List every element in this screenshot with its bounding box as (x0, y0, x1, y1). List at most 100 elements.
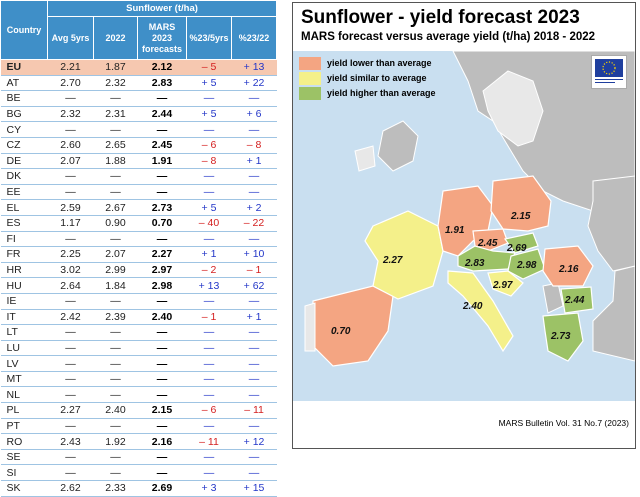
cell-2022: 1.92 (93, 433, 138, 450)
cell-pct-5yrs: + 5 (186, 106, 232, 123)
cell-avg: 1.17 (47, 215, 94, 232)
country-fr (364, 210, 444, 300)
legend-swatch-lower (299, 57, 321, 70)
cell-avg: — (47, 355, 94, 372)
cell-avg: — (47, 449, 94, 466)
cell-mars: 2.97 (137, 262, 187, 279)
cell-country: EU (0, 59, 48, 76)
cell-country: LV (0, 355, 48, 372)
cell-pct-5yrs: – 1 (186, 309, 232, 326)
cell-pct-22: – 11 (231, 402, 277, 419)
cell-pct-22: – 22 (231, 215, 277, 232)
cell-2022: 2.67 (93, 199, 138, 216)
cell-pct-22: — (231, 184, 277, 201)
table-row: SI — — — — — (0, 464, 277, 482)
cell-mars: — (137, 449, 187, 466)
cell-2022: 2.07 (93, 246, 138, 263)
cell-country: NL (0, 386, 48, 404)
cell-avg: — (47, 90, 94, 107)
cell-avg: — (47, 340, 94, 357)
cell-pct-5yrs: + 3 (186, 480, 232, 497)
cell-pct-5yrs: + 5 (186, 75, 232, 92)
cell-country: LT (0, 324, 48, 341)
table-row: CY — — — — — (0, 121, 277, 138)
cell-pct-5yrs: — (186, 386, 232, 404)
cell-mars: 1.91 (137, 153, 187, 170)
cell-pct-5yrs: — (186, 418, 232, 435)
cell-mars: — (137, 184, 187, 201)
cell-mars: 2.15 (137, 402, 187, 419)
table-row: BE — — — — — (0, 90, 277, 107)
map-label-pl: 2.15 (510, 211, 531, 222)
table-row: DE 2.07 1.88 1.91– 8 + 1 (0, 153, 277, 170)
cell-country: ES (0, 215, 48, 232)
cell-avg: — (47, 418, 94, 435)
table-body: EU 2.21 1.87 2.12– 5 + 13 AT 2.70 2.32 2.83 + 5 + … (0, 59, 277, 497)
col-header-country: Country (0, 0, 48, 60)
table-row: PT — — — — — (0, 418, 277, 435)
country-it (447, 270, 514, 353)
cell-2022: 2.32 (93, 75, 138, 92)
cell-mars: 2.12 (137, 59, 187, 76)
cell-2022: — (93, 464, 138, 482)
cell-mars: — (137, 324, 187, 341)
col-header-2022: 2022 (93, 16, 138, 60)
cell-2022: 0.90 (93, 215, 138, 232)
col-header-pct-5yrs: %23/5yrs (186, 16, 232, 60)
cell-pct-22: — (231, 371, 277, 388)
cell-pct-5yrs: + 5 (186, 199, 232, 216)
table-row: HU 2.64 1.84 2.98 + 13 + 62 (0, 277, 277, 294)
cell-2022: 2.33 (93, 480, 138, 497)
country-ro (542, 245, 594, 287)
cell-mars: 2.40 (137, 309, 187, 326)
map-title: Sunflower - yield forecast 2023 (301, 7, 580, 28)
cell-2022: 2.40 (93, 402, 138, 419)
cell-country: DK (0, 168, 48, 185)
map-label-at: 2.83 (464, 258, 485, 269)
cell-avg: 2.62 (47, 480, 94, 497)
cell-avg: — (47, 386, 94, 404)
cell-mars: 0.70 (137, 215, 187, 232)
cell-country: SE (0, 449, 48, 466)
cell-pct-5yrs: — (186, 371, 232, 388)
cell-country: PT (0, 418, 48, 435)
cell-country: HU (0, 277, 48, 294)
cell-pct-22: — (231, 168, 277, 185)
cell-pct-5yrs: — (186, 121, 232, 138)
cell-pct-22: — (231, 324, 277, 341)
cell-2022: — (93, 418, 138, 435)
cell-pct-5yrs: — (186, 340, 232, 357)
table-row: IE — — — — — (0, 293, 277, 310)
country-hu (507, 248, 546, 280)
table-row: EU 2.21 1.87 2.12– 5 + 13 (0, 59, 277, 76)
cell-avg: 2.70 (47, 75, 94, 92)
cell-mars: — (137, 168, 187, 185)
cell-2022: 2.31 (93, 106, 138, 123)
cell-2022: — (93, 324, 138, 341)
cell-avg: — (47, 168, 94, 185)
land-turkey (592, 265, 635, 362)
cell-avg: 2.25 (47, 246, 94, 263)
table-row: MT — — — — — (0, 371, 277, 388)
land-ukraine (587, 175, 635, 272)
cell-mars: — (137, 418, 187, 435)
table-row: EL 2.59 2.67 2.73 + 5 + 2 (0, 199, 277, 216)
cell-mars: 2.73 (137, 199, 187, 216)
cell-pct-22: — (231, 293, 277, 310)
table-row: EE — — — — — (0, 184, 277, 201)
cell-country: RO (0, 433, 48, 450)
cell-pct-22: — (231, 90, 277, 107)
cell-pct-22: + 2 (231, 199, 277, 216)
cell-pct-22: — (231, 449, 277, 466)
cell-pct-5yrs: – 5 (186, 59, 232, 76)
table-row: SE — — — — — (0, 449, 277, 466)
map-label-hr: 2.97 (492, 280, 513, 291)
table-row: LV — — — — — (0, 355, 277, 372)
table-row: CZ 2.60 2.65 2.45– 6– 8 (0, 137, 277, 154)
cell-2022: 2.65 (93, 137, 138, 154)
cell-mars: 2.44 (137, 106, 187, 123)
country-hr (487, 270, 524, 297)
cell-mars: — (137, 90, 187, 107)
table-row: SK 2.62 2.33 2.69 + 3 + 15 (0, 480, 277, 497)
cell-pct-22: — (231, 340, 277, 357)
